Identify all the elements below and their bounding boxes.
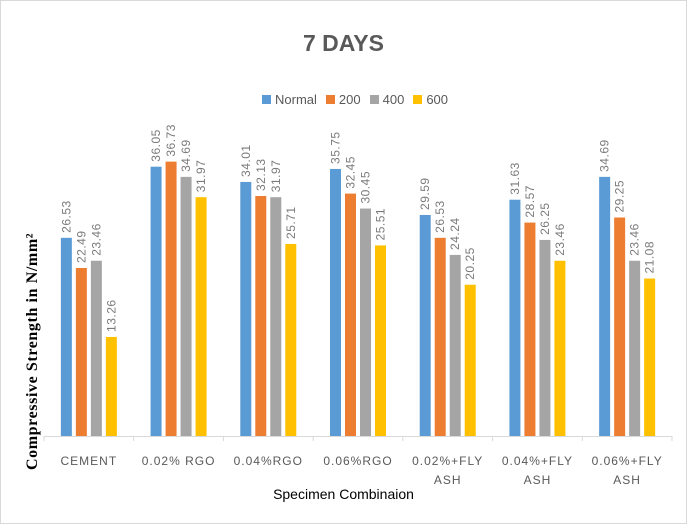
bar-normal-1 <box>150 166 162 437</box>
category-label: 0.04%+FLY <box>502 454 573 468</box>
data-label: 35.75 <box>329 131 343 164</box>
data-label: 34.69 <box>598 139 612 172</box>
bar-400-3 <box>360 208 371 436</box>
bar-600-2 <box>285 243 297 436</box>
data-label: 32.13 <box>254 158 268 191</box>
data-label: 22.49 <box>74 230 88 263</box>
bar-200-6 <box>614 217 626 436</box>
x-axis-label: Specimen Combinaion <box>273 486 414 502</box>
data-label: 29.59 <box>418 177 432 210</box>
legend-label-200: 200 <box>338 92 361 107</box>
bar-normal-3 <box>330 168 341 436</box>
category-label: ASH <box>524 473 552 487</box>
data-label: 31.97 <box>194 160 208 193</box>
legend-swatch-normal <box>262 95 271 104</box>
category-label: ASH <box>613 473 641 487</box>
bar-normal-6 <box>599 176 611 436</box>
category-label: 0.04%RGO <box>234 454 303 468</box>
category-label: 0.06%RGO <box>323 454 392 468</box>
legend-swatch-200 <box>325 95 335 104</box>
legend-item-200: 200 <box>325 92 361 107</box>
category-label: 0.02% RGO <box>142 454 216 468</box>
bar-400-6 <box>629 260 641 436</box>
category-label: 0.06%+FLY <box>592 454 663 468</box>
data-label: 13.26 <box>104 299 118 332</box>
category-label: ASH <box>434 473 462 487</box>
legend-label-normal: Normal <box>275 92 317 107</box>
bar-200-1 <box>165 161 177 437</box>
bar-400-5 <box>539 239 551 436</box>
data-label: 31.63 <box>508 162 522 195</box>
data-label: 26.53 <box>433 200 447 233</box>
data-label: 24.24 <box>448 217 462 250</box>
data-label: 23.46 <box>89 223 103 256</box>
bar-200-4 <box>434 237 446 436</box>
bar-400-1 <box>180 176 192 436</box>
bar-600-0 <box>105 336 117 436</box>
chart-title: 7 DAYS <box>303 30 384 56</box>
bar-400-0 <box>90 260 102 436</box>
data-label: 20.25 <box>463 247 477 280</box>
legend-item-normal: Normal <box>262 92 317 107</box>
bar-600-4 <box>464 284 476 436</box>
bar-normal-2 <box>240 181 252 436</box>
data-label: 25.71 <box>284 206 298 239</box>
legend-swatch-400 <box>369 95 379 104</box>
data-label: 36.05 <box>149 129 163 162</box>
data-label: 34.69 <box>179 139 193 172</box>
bar-normal-5 <box>509 199 521 436</box>
legend-swatch-600 <box>413 95 423 104</box>
bar-400-2 <box>270 197 282 436</box>
legend-label-600: 600 <box>426 92 449 107</box>
category-label: CEMENT <box>61 454 118 468</box>
data-label: 29.25 <box>613 180 627 213</box>
bar-200-0 <box>75 267 87 436</box>
data-label: 23.46 <box>628 223 642 256</box>
legend: Normal 200 400 600 <box>262 92 448 107</box>
data-label: 31.97 <box>269 160 283 193</box>
data-label: 30.45 <box>359 171 373 204</box>
data-label: 34.01 <box>239 144 253 177</box>
legend-label-400: 400 <box>382 92 405 107</box>
data-label: 26.53 <box>59 200 73 233</box>
bar-600-6 <box>644 278 656 436</box>
data-label: 36.73 <box>164 124 178 157</box>
bar-200-2 <box>255 195 267 436</box>
data-label: 23.46 <box>553 223 567 256</box>
bar-normal-0 <box>60 237 72 436</box>
data-label: 26.25 <box>538 202 552 235</box>
category-label: 0.02%+FLY <box>412 454 483 468</box>
bar-600-1 <box>195 197 207 436</box>
legend-item-600: 600 <box>413 92 448 107</box>
bar-normal-4 <box>419 214 431 436</box>
data-label: 25.51 <box>374 208 388 241</box>
legend-item-400: 400 <box>369 92 405 107</box>
bar-200-5 <box>524 222 536 436</box>
data-label: 21.08 <box>643 241 657 274</box>
bar-600-3 <box>375 245 386 436</box>
bar-400-4 <box>449 254 461 436</box>
data-label: 28.57 <box>523 185 537 218</box>
data-label: 32.45 <box>344 156 358 189</box>
bar-600-5 <box>554 260 566 436</box>
bar-200-3 <box>345 193 356 436</box>
